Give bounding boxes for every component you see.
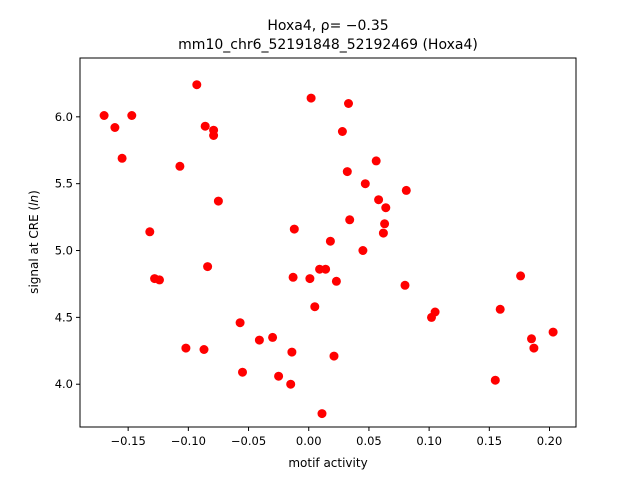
data-point [192,80,202,90]
data-point [321,264,331,274]
data-points [99,80,558,419]
x-tick-label: −0.10 [171,434,206,448]
x-tick-label: 0.10 [416,434,442,448]
chart-title-line-1: Hoxa4, ρ= −0.35 [267,18,388,34]
y-axis-ticks: 4.0 4.5 5.0 5.5 6.0 [55,110,80,391]
data-point [305,274,315,284]
y-tick-label: 4.5 [55,310,73,324]
y-axis-label-suffix: ) [27,190,41,195]
x-tick-label: 0.00 [296,434,322,448]
data-point [213,196,223,206]
data-point [345,215,355,225]
data-point [286,379,296,389]
data-point [400,280,410,290]
y-tick-label: 6.0 [55,110,73,124]
data-point [490,375,500,385]
data-point [371,156,381,166]
y-axis-label-italic: ln [27,195,41,206]
data-point [155,275,164,285]
data-point [254,335,264,345]
data-point [99,111,109,120]
y-axis-label-main: signal at CRE ( [27,206,41,294]
x-tick-label: 0.05 [356,434,382,448]
y-tick-label: 5.5 [55,177,73,191]
data-point [306,93,316,103]
x-tick-label: 0.15 [477,434,503,448]
y-tick-label: 4.0 [55,377,73,391]
chart-title-line-2: mm10_chr6_52191848_52192469 (Hoxa4) [178,37,478,53]
data-point [360,179,370,189]
data-point [495,304,505,314]
data-point [378,228,388,238]
y-axis-label: signal at CRE (ln) [27,190,41,294]
data-point [337,127,347,136]
x-tick-label: −0.15 [111,434,146,448]
data-point [117,153,127,163]
data-point [127,111,137,120]
data-point [381,203,391,213]
data-point [110,123,120,132]
data-point [268,332,278,342]
data-point [529,343,539,353]
data-point [331,276,341,286]
data-point [516,271,526,281]
data-point [145,227,155,237]
data-point [342,167,352,177]
data-point [325,236,335,246]
data-point [181,343,191,353]
data-point [401,185,411,195]
x-tick-label: 0.20 [537,434,563,448]
data-point [548,327,558,337]
data-point [287,347,297,357]
data-point [274,371,284,381]
data-point [288,272,298,282]
data-point [289,224,299,234]
data-point [527,334,536,344]
data-point [203,262,213,272]
data-point [175,161,185,171]
data-point [317,409,327,419]
data-point [358,246,368,255]
x-tick-label: −0.05 [231,434,266,448]
data-point [235,318,245,328]
data-point [374,195,384,205]
x-axis-label: motif activity [288,456,367,470]
data-point [199,345,209,354]
data-point [238,367,247,377]
data-point [200,121,210,131]
data-point [329,351,339,361]
data-point [310,302,320,312]
data-point [380,219,390,229]
data-point [344,99,353,108]
data-point [209,131,219,140]
data-point [430,307,440,317]
y-tick-label: 5.0 [55,244,73,258]
x-axis-ticks: −0.15 −0.10 −0.05 0.00 0.05 0.10 0.15 0.20 [111,427,563,448]
plot-frame [79,57,577,428]
